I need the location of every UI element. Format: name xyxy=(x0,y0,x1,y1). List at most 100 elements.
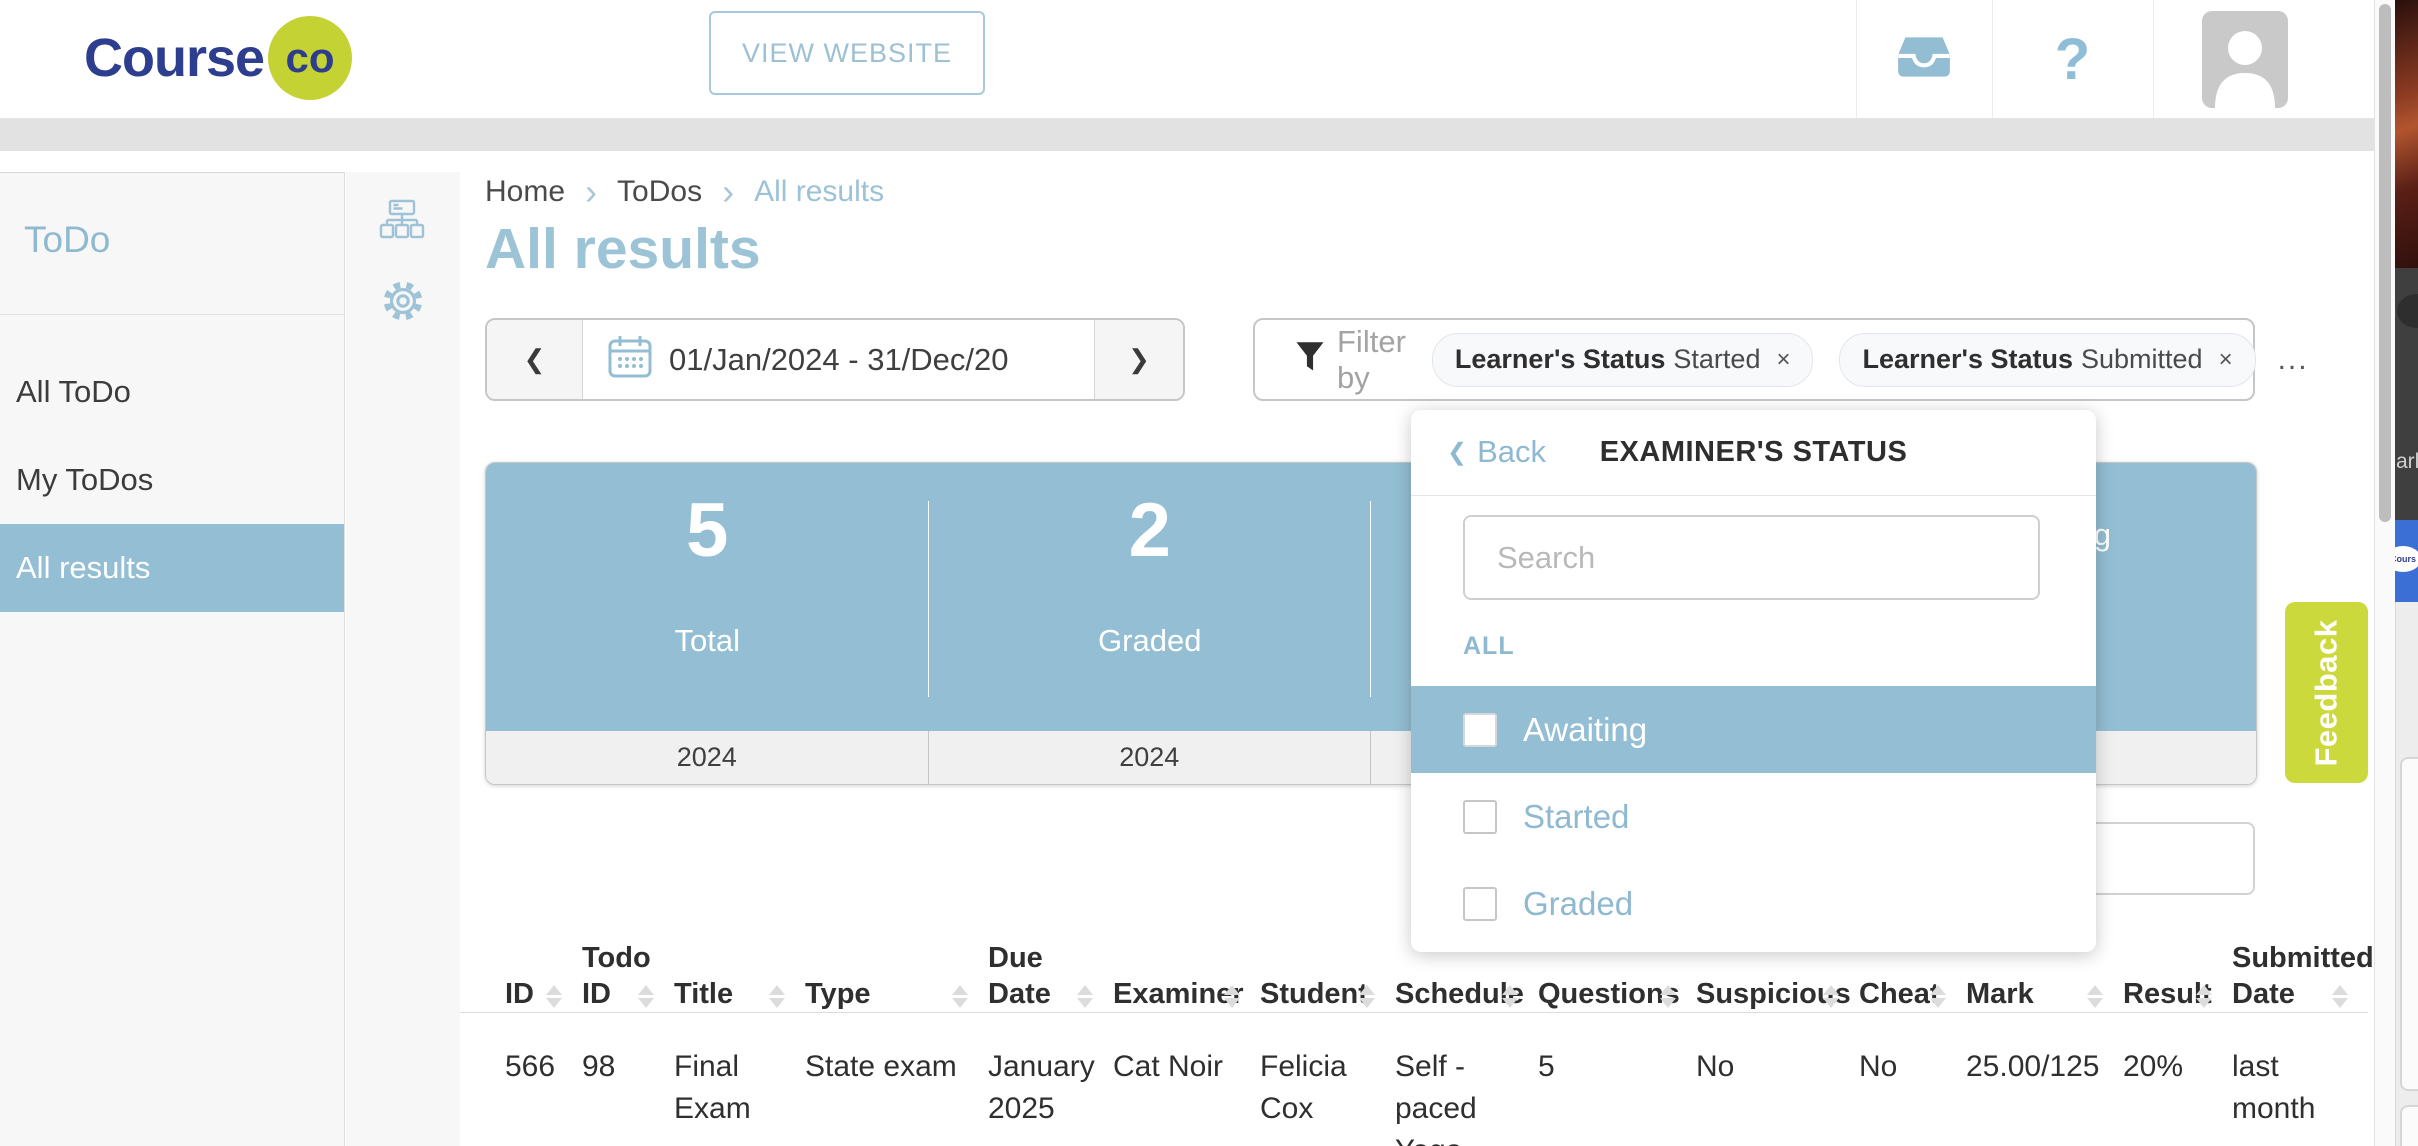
column-header-todo-id[interactable]: Todo ID xyxy=(582,920,674,1024)
sort-icon xyxy=(1930,985,1946,1008)
date-range-value: 01/Jan/2024 - 31/Dec/20 xyxy=(669,341,1009,377)
option-label: Graded xyxy=(1523,884,1634,922)
column-header-student[interactable]: Student xyxy=(1260,920,1395,1024)
question-mark-icon: ? xyxy=(2054,26,2091,92)
column-header-due-date[interactable]: Due Date xyxy=(988,920,1113,1024)
back-button[interactable]: ❮ Back xyxy=(1447,434,1546,470)
sort-icon xyxy=(1224,985,1240,1008)
background-image-fragment xyxy=(2395,0,2418,268)
stat-value: 2 xyxy=(1128,488,1171,573)
breadcrumb-home[interactable]: Home xyxy=(485,175,566,208)
column-header-result[interactable]: Result xyxy=(2123,978,2212,1010)
stat-value: 5 xyxy=(686,488,729,573)
calendar-icon xyxy=(607,334,653,385)
sort-icon xyxy=(638,985,654,1008)
inbox-tray-icon xyxy=(1895,33,1953,86)
column-header-submitted-date[interactable]: Submitted Date xyxy=(2232,942,2374,1010)
dropdown-header: ❮ Back EXAMINER'S STATUS xyxy=(1411,410,2096,496)
user-avatar[interactable] xyxy=(2202,11,2288,108)
chip-field: Learner's Status xyxy=(1862,344,2073,374)
logo-circle-text: co xyxy=(285,34,335,81)
sidebar: ToDo All ToDo My ToDos All results xyxy=(0,172,345,1146)
option-started[interactable]: Started xyxy=(1411,773,2096,860)
option-awaiting[interactable]: Awaiting xyxy=(1411,686,2096,773)
funnel-icon xyxy=(1295,341,1325,378)
column-header-suspicious[interactable]: Suspicious xyxy=(1696,978,1851,1010)
sort-icon xyxy=(1823,985,1839,1008)
column-header-type[interactable]: Type xyxy=(805,920,988,1024)
background-gray-section xyxy=(2395,602,2418,1146)
sort-icon xyxy=(952,985,968,1008)
filter-chip-started[interactable]: Learner's Status Started × xyxy=(1431,332,1814,387)
sidebar-item-label: All results xyxy=(16,550,151,585)
scrollbar-thumb[interactable] xyxy=(2379,4,2391,522)
back-label: Back xyxy=(1477,434,1547,469)
background-card-edge xyxy=(2400,1105,2418,1146)
column-header-schedule[interactable]: Schedule xyxy=(1395,978,1524,1010)
column-header-cheat[interactable]: Cheat xyxy=(1859,920,1966,1024)
header-divider xyxy=(1856,0,1857,118)
date-range-field[interactable]: 01/Jan/2024 - 31/Dec/20 xyxy=(583,320,1094,399)
feedback-button[interactable]: Feedback xyxy=(2285,602,2368,783)
option-label: Started xyxy=(1523,797,1630,835)
cell-submitted-date: last month xyxy=(2232,1050,2316,1125)
chevron-right-icon: › xyxy=(585,171,598,212)
cell-todo-id: 98 xyxy=(582,1050,616,1083)
help-button[interactable]: ? xyxy=(1992,0,2153,118)
cell-student: Felicia Cox xyxy=(1260,1050,1347,1125)
sort-icon xyxy=(546,985,562,1008)
sidebar-heading: ToDo xyxy=(0,173,344,315)
column-header-examiner[interactable]: Examiner xyxy=(1113,978,1244,1010)
option-graded[interactable]: Graded xyxy=(1411,860,2096,947)
stat-year: 2024 xyxy=(486,731,929,784)
column-header-questions[interactable]: Questions xyxy=(1538,978,1680,1010)
chip-value: Submitted xyxy=(2081,344,2203,374)
column-header-id[interactable]: ID xyxy=(505,920,582,1024)
header-band xyxy=(0,118,2395,151)
person-icon xyxy=(2215,31,2275,108)
date-prev-button[interactable]: ❮ xyxy=(487,320,583,399)
filter-chip-submitted[interactable]: Learner's Status Submitted × xyxy=(1839,332,2256,387)
stat-label: Graded xyxy=(1098,623,1202,658)
dropdown-search-input[interactable] xyxy=(1463,515,2040,600)
remove-chip-icon[interactable]: × xyxy=(1776,345,1791,373)
scrollbar-track[interactable] xyxy=(2374,0,2395,1146)
sidebar-menu: All ToDo My ToDos All results xyxy=(0,348,344,612)
breadcrumb-todos[interactable]: ToDos xyxy=(617,175,703,208)
remove-chip-icon[interactable]: × xyxy=(2218,345,2233,373)
sidebar-item-all-results[interactable]: All results xyxy=(0,524,344,612)
background-logo-badge: Cours xyxy=(2395,546,2418,572)
courseco-logo[interactable]: Course co xyxy=(84,10,353,106)
sitemap-icon[interactable] xyxy=(378,198,426,247)
cell-examiner: Cat Noir xyxy=(1113,1050,1224,1083)
table-row[interactable]: 566 98 Final Exam State exam January 202… xyxy=(505,1024,2368,1146)
sidebar-item-label: My ToDos xyxy=(16,462,154,497)
group-label: ALL xyxy=(1463,632,1515,660)
checkbox[interactable] xyxy=(1463,886,1497,921)
cell-title: Final Exam xyxy=(674,1050,751,1125)
sort-icon xyxy=(1502,985,1518,1008)
chevron-right-icon: › xyxy=(722,171,735,212)
column-header-title[interactable]: Title xyxy=(674,920,805,1024)
background-oval-shape xyxy=(2397,294,2418,328)
gear-icon[interactable] xyxy=(378,276,428,331)
sort-icon xyxy=(769,985,785,1008)
background-card-edge xyxy=(2400,757,2418,1091)
cell-result: 20% xyxy=(2123,1050,2184,1083)
checkbox[interactable] xyxy=(1463,712,1497,747)
examiner-status-dropdown: ❮ Back EXAMINER'S STATUS ALL Awaiting St… xyxy=(1411,410,2096,952)
results-table: ID Todo ID Title Type Due Date Examiner … xyxy=(505,920,2374,1146)
inbox-button[interactable] xyxy=(1856,0,1992,118)
sort-icon xyxy=(1660,985,1676,1008)
background-window-strip: arl Cours xyxy=(2395,0,2418,1146)
more-filters-ellipsis[interactable]: ... xyxy=(2277,342,2309,376)
chip-field: Learner's Status xyxy=(1454,344,1666,374)
column-header-mark[interactable]: Mark xyxy=(1966,920,2123,1024)
view-website-button[interactable]: VIEW WEBSITE xyxy=(709,11,985,95)
date-next-button[interactable]: ❯ xyxy=(1094,320,1183,399)
sidebar-item-all-todo[interactable]: All ToDo xyxy=(0,348,344,436)
date-range-picker: ❮ 01/Jan/2024 - 31/Dec/20 ❯ xyxy=(485,318,1185,401)
sidebar-item-my-todos[interactable]: My ToDos xyxy=(0,436,344,524)
checkbox[interactable] xyxy=(1463,799,1497,834)
sort-icon xyxy=(2332,985,2348,1008)
